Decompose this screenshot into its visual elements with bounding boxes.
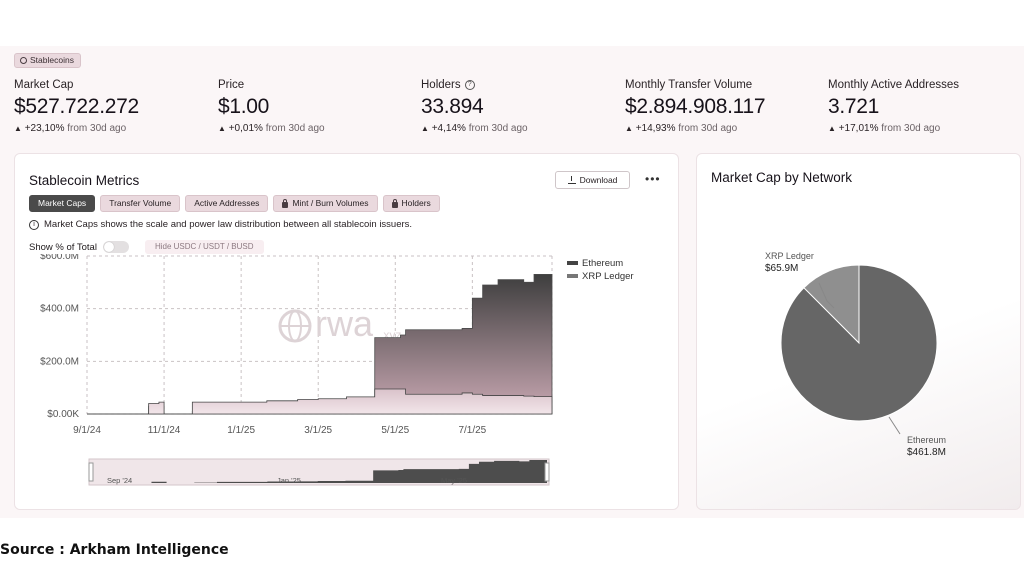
y-tick-label: $0.00K <box>47 409 79 420</box>
lock-icon <box>282 198 289 208</box>
pie-leader-line <box>818 282 835 309</box>
tag-label: Stablecoins <box>30 55 74 65</box>
x-tick-label: 9/1/24 <box>73 425 101 436</box>
x-tick-label: 5/1/25 <box>381 425 409 436</box>
toggle-label: Show % of Total <box>29 241 97 253</box>
up-arrow-icon: ▲ <box>218 124 226 133</box>
stat-label: Monthly Transfer Volume <box>625 79 753 91</box>
stat-change: ▲ +14,93% from 30d ago <box>625 123 738 134</box>
lock-icon <box>391 198 398 208</box>
brush-left-handle[interactable] <box>88 462 94 482</box>
info-row: i Market Caps shows the scale and power … <box>29 219 412 230</box>
x-tick-label: 7/1/25 <box>458 425 486 436</box>
brush-label: Jan '25 <box>277 476 301 485</box>
stat-monthly-active-addresses: Monthly Active Addresses 3.721 ▲ +17,01%… <box>828 79 959 134</box>
stat-price: Price $1.00 ▲ +0,01% from 30d ago <box>218 79 325 134</box>
network-pie-chart: XRP Ledger $65.9M Ethereum $461.8M <box>765 251 946 458</box>
tab-active-addresses[interactable]: Active Addresses <box>185 195 269 212</box>
stat-change: ▲ +23,10% from 30d ago <box>14 123 127 134</box>
up-arrow-icon: ▲ <box>14 124 22 133</box>
app-root: Stablecoins Market Cap $527.722.272 ▲ +2… <box>0 46 1024 518</box>
stat-market-cap: Market Cap $527.722.272 ▲ +23,10% from 3… <box>14 79 139 134</box>
hide-stablecoins-button[interactable]: Hide USDC / USDT / BUSD <box>144 240 264 254</box>
up-arrow-icon: ▲ <box>421 124 429 133</box>
stat-value: 3.721 <box>828 95 880 118</box>
x-tick-label: 3/1/25 <box>304 425 332 436</box>
market-cap-by-network-card: Market Cap by Network XRP Ledger $65.9M Et… <box>696 153 1021 510</box>
legend-label: XRP Ledger <box>582 271 634 282</box>
market-cap-area-chart: rwa .xyz $0.00K$200.0M$400.0M$600.0M9/1/… <box>40 254 634 486</box>
up-arrow-icon: ▲ <box>625 124 633 133</box>
tab-transfer-volume[interactable]: Transfer Volume <box>100 195 181 212</box>
info-icon: i <box>29 219 39 230</box>
stat-label: Holders? <box>421 79 528 91</box>
brush-label: May '25 <box>441 476 467 485</box>
stat-label: Market Cap <box>14 79 74 91</box>
legend-swatch <box>567 274 578 278</box>
more-options-button[interactable]: ••• <box>645 172 661 186</box>
stat-label: Monthly Active Addresses <box>828 79 960 91</box>
show-percent-toggle[interactable] <box>102 241 129 253</box>
stat-value: $527.722.272 <box>14 95 139 118</box>
stat-value: $1.00 <box>218 95 270 118</box>
legend-swatch <box>567 261 578 265</box>
stat-label: Price <box>218 79 245 91</box>
pie-leader-line <box>888 416 901 435</box>
stat-value: $2.894.908.117 <box>625 95 766 118</box>
x-tick-label: 1/1/25 <box>227 425 255 436</box>
pie-slice-xrp-ledger <box>803 264 860 345</box>
legend-label: Ethereum <box>582 258 623 269</box>
stat-change: ▲ +17,01% from 30d ago <box>828 123 941 134</box>
tab-holders[interactable]: Holders <box>382 195 440 212</box>
metric-tabs: Market Caps Transfer Volume Active Addre… <box>29 195 440 212</box>
y-tick-label: $600.0M <box>40 254 79 262</box>
pie-label-name: XRP Ledger <box>765 251 814 261</box>
tab-mint-burn-volumes[interactable]: Mint / Burn Volumes <box>273 195 378 212</box>
pie-label-name: Ethereum <box>907 435 946 445</box>
download-button[interactable]: Download <box>555 171 630 189</box>
help-icon[interactable]: ? <box>464 80 475 90</box>
pie-label-value: $461.8M <box>907 447 946 458</box>
brush-label: Sep '24 <box>107 476 132 485</box>
coin-icon <box>20 57 27 64</box>
stablecoin-metrics-card: Stablecoin Metrics Download ••• Market C… <box>14 153 679 510</box>
source-caption: Source : Arkham Intelligence <box>0 542 229 558</box>
globe-icon <box>278 309 312 343</box>
stat-value: 33.894 <box>421 95 484 118</box>
y-tick-label: $400.0M <box>40 304 79 315</box>
series-area-ethereum <box>87 274 553 415</box>
range-brush[interactable]: Sep '24 Jan '25 May '25 <box>88 458 550 486</box>
pie-slice-ethereum <box>780 264 938 422</box>
watermark-text: rwa <box>315 303 374 344</box>
card-title: Market Cap by Network <box>711 170 853 185</box>
stat-monthly-transfer-volume: Monthly Transfer Volume $2.894.908.117 ▲… <box>625 79 766 134</box>
series-area-xrp-ledger <box>87 388 553 415</box>
brush-mini-area <box>91 460 547 483</box>
x-tick-label: 11/1/24 <box>148 425 181 436</box>
toggle-row: Show % of Total Hide USDC / USDT / BUSD <box>29 240 264 254</box>
download-icon <box>567 176 576 184</box>
card-title: Stablecoin Metrics <box>29 173 140 188</box>
y-tick-label: $200.0M <box>40 356 79 367</box>
info-text: Market Caps shows the scale and power la… <box>44 219 413 230</box>
up-arrow-icon: ▲ <box>828 124 836 133</box>
brush-right-handle[interactable] <box>544 462 550 482</box>
stat-change: ▲ +0,01% from 30d ago <box>218 123 325 134</box>
tab-market-caps[interactable]: Market Caps <box>29 195 96 212</box>
stablecoins-tag[interactable]: Stablecoins <box>14 53 81 68</box>
stat-holders: Holders? 33.894 ▲ +4,14% from 30d ago <box>421 79 528 134</box>
stat-change: ▲ +4,14% from 30d ago <box>421 123 528 134</box>
pie-label-value: $65.9M <box>765 263 798 274</box>
